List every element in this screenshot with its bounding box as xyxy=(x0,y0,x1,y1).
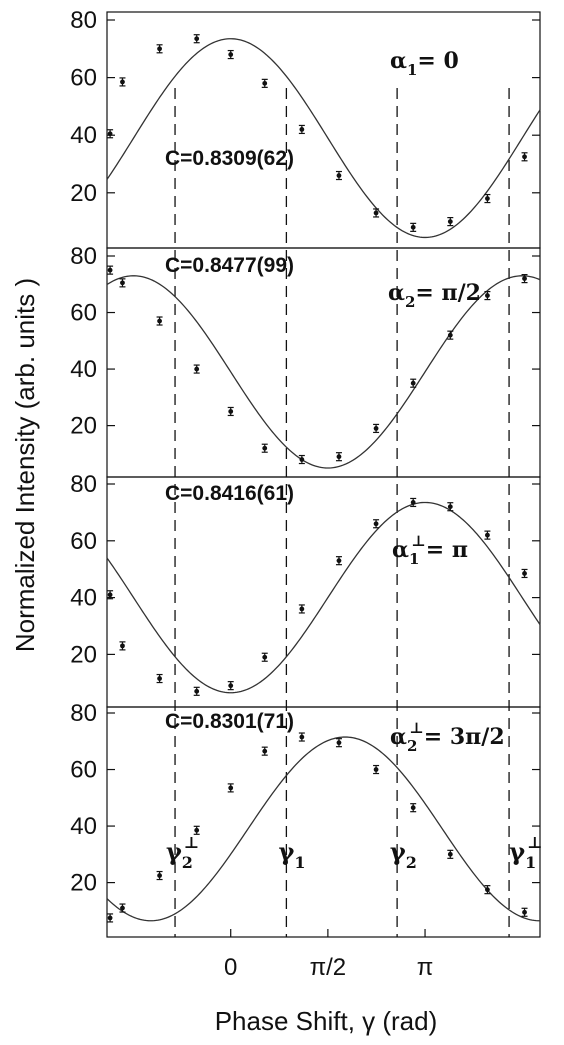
panel-frame-3 xyxy=(106,476,541,708)
data-point xyxy=(262,80,268,86)
gamma-label-3: γ2 xyxy=(390,837,417,872)
data-point xyxy=(120,79,125,85)
fit-curve-3 xyxy=(106,501,541,694)
data-point xyxy=(107,915,113,921)
data-point xyxy=(485,887,490,893)
axis-ticks xyxy=(107,19,540,937)
data-point xyxy=(262,654,268,660)
data-point xyxy=(262,748,268,754)
data-point xyxy=(228,683,234,689)
y-tick-label: 60 xyxy=(70,300,97,327)
data-point xyxy=(336,173,342,178)
data-point xyxy=(194,688,200,694)
data-point xyxy=(522,276,527,282)
data-point xyxy=(336,740,342,746)
contrast-label-2: C=0.8477(99) xyxy=(165,254,294,277)
data-point xyxy=(336,454,342,460)
x-tick-label: π/2 xyxy=(310,954,347,981)
y-tick-label: 20 xyxy=(70,180,97,207)
data-point xyxy=(485,293,490,298)
y-tick-label: 20 xyxy=(70,870,97,897)
data-point xyxy=(373,521,379,527)
data-point xyxy=(194,827,200,833)
data-point xyxy=(299,606,305,612)
data-point xyxy=(299,734,305,740)
data-point xyxy=(373,426,379,431)
alpha-label-3: α1⊥= π xyxy=(392,532,468,568)
data-point xyxy=(447,219,453,225)
data-point xyxy=(107,267,113,273)
alpha-label-4: α2⊥= 3π/2 xyxy=(390,719,505,755)
y-tick-label: 60 xyxy=(70,757,97,784)
data-point xyxy=(410,380,416,386)
gamma-label-4: γ1⊥ xyxy=(509,833,542,872)
data-point xyxy=(120,643,125,649)
data-point xyxy=(157,873,162,878)
x-tick-label: 0 xyxy=(224,954,237,981)
data-point xyxy=(299,127,305,132)
y-tick-label: 80 xyxy=(70,471,97,498)
data-point xyxy=(157,676,162,681)
data-point xyxy=(120,905,125,911)
x-tick-label: π xyxy=(417,954,434,981)
contrast-label-4: C=0.8301(71) xyxy=(165,710,294,733)
fit-curve-2 xyxy=(106,275,541,469)
data-point xyxy=(120,280,125,286)
alpha-label-2: α2= π/2 xyxy=(388,280,481,311)
data-point xyxy=(447,504,453,510)
contrast-label-3: C=0.8416(61) xyxy=(165,482,294,505)
data-point xyxy=(194,366,200,372)
data-point xyxy=(228,785,234,791)
data-point xyxy=(107,592,113,598)
fit-curve-4 xyxy=(106,736,541,922)
data-point xyxy=(373,767,379,772)
data-point xyxy=(522,571,527,576)
reference-lines xyxy=(174,88,510,937)
panel-frame-4 xyxy=(106,706,541,938)
data-point xyxy=(410,500,416,505)
y-tick-label: 40 xyxy=(70,122,97,149)
y-tick-label: 40 xyxy=(70,813,97,840)
data-point xyxy=(485,532,490,538)
y-tick-label: 20 xyxy=(70,641,97,668)
x-axis-title: Phase Shift, γ (rad) xyxy=(215,1006,438,1036)
data-point xyxy=(228,52,234,57)
y-tick-label: 40 xyxy=(70,356,97,383)
panel-frames xyxy=(106,11,541,938)
gamma-label-2: γ1 xyxy=(279,837,306,872)
gamma-label-1: γ2⊥ xyxy=(166,833,199,872)
fit-curve-1 xyxy=(106,38,541,239)
y-tick-label: 60 xyxy=(70,528,97,555)
y-tick-label: 20 xyxy=(70,413,97,440)
data-point xyxy=(485,196,490,201)
data-point xyxy=(447,851,453,857)
alpha-label-1: α1= 0 xyxy=(390,48,459,79)
y-tick-label: 60 xyxy=(70,65,97,92)
data-point xyxy=(228,409,234,414)
contrast-label-1: C=0.8309(62) xyxy=(165,147,294,170)
y-tick-label: 80 xyxy=(70,243,97,270)
y-tick-label: 80 xyxy=(70,700,97,727)
data-point xyxy=(522,154,527,160)
y-axis-title: Normalized Intensity (arb. units ) xyxy=(10,278,40,652)
data-point xyxy=(522,909,527,915)
data-point xyxy=(373,210,379,216)
data-point xyxy=(157,46,162,52)
chart-labels: 20 40 60 80 C=0.8309(62) α1= 0 20 40 60 80 C=0.847… xyxy=(70,7,542,981)
y-tick-label: 80 xyxy=(70,7,97,34)
data-point xyxy=(299,457,305,462)
fit-curves xyxy=(106,38,541,922)
data-point xyxy=(410,224,416,230)
data-point xyxy=(157,318,162,324)
data-point xyxy=(447,332,453,338)
y-tick-label: 40 xyxy=(70,585,97,612)
data-point xyxy=(336,558,342,564)
data-point xyxy=(194,36,200,42)
data-point xyxy=(262,445,268,451)
data-points xyxy=(107,34,528,923)
data-point xyxy=(410,805,416,811)
